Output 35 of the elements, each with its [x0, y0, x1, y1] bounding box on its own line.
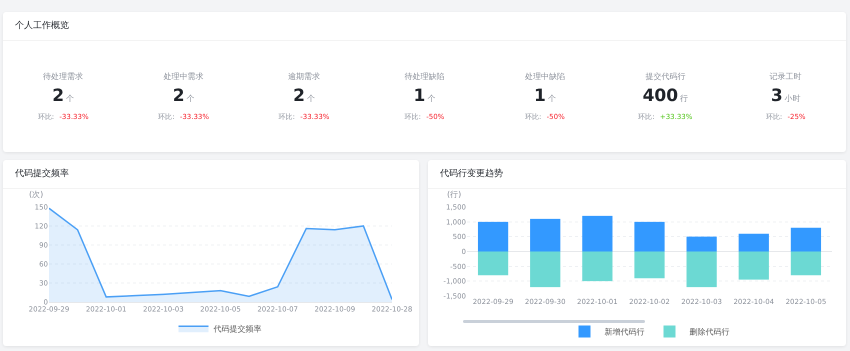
legend-label: 删除代码行: [690, 328, 730, 337]
y-axis-title: (次): [29, 190, 44, 199]
category-label: 提交代码行: [644, 71, 686, 82]
category-label: 处理中缺陷: [524, 71, 566, 82]
bar: [530, 252, 560, 288]
bar: [686, 236, 717, 252]
bar: [530, 218, 560, 252]
category-label: 处理中需求: [162, 71, 205, 82]
bar: [582, 216, 612, 252]
category-label: 记录工时: [768, 71, 803, 82]
bar: [790, 252, 822, 276]
chart-title: 代码提交频率: [3, 160, 419, 189]
category-label: 待处理缺陷: [403, 71, 446, 82]
text: 2个: [52, 86, 74, 106]
y-axis-title: (行): [447, 190, 462, 199]
text: 1个: [534, 86, 556, 106]
bar: [634, 222, 665, 252]
bar: [738, 252, 769, 280]
bar: [686, 252, 717, 288]
legend-label: 新增代码行: [604, 328, 644, 337]
text: 3小时: [770, 86, 801, 106]
bar: [634, 252, 665, 278]
legend-label: 代码提交频率: [212, 324, 262, 334]
category-label: 逾期需求: [287, 71, 322, 82]
category-label: 待处理需求: [42, 71, 84, 82]
chart-title: 代码行变更趋势: [428, 160, 846, 189]
text: 400行: [642, 86, 688, 106]
text: 个人工作概览: [3, 12, 846, 41]
bar: [582, 252, 612, 282]
bar: [738, 234, 769, 252]
bar: [790, 228, 822, 252]
bar: [478, 222, 508, 252]
bar: [478, 252, 508, 276]
text: 1个: [414, 86, 436, 106]
text: 2个: [172, 86, 195, 106]
